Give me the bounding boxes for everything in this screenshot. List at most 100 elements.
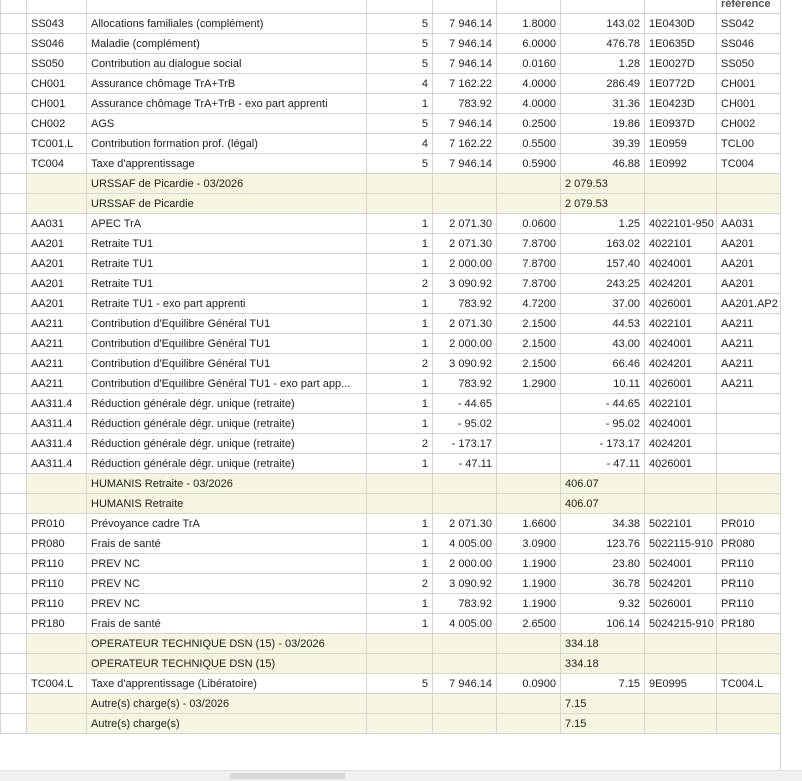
cell-count: 2 [366, 353, 433, 374]
cell-account [644, 653, 717, 674]
cell-label: Contribution d'Equilibre Général TU1 [86, 313, 367, 334]
cell-code [26, 0, 87, 14]
cell-ref [716, 653, 781, 674]
cell-rate: 4.7200 [496, 293, 561, 314]
cell-base: 2 071.30 [432, 233, 497, 254]
scrollbar-thumb[interactable] [230, 773, 345, 779]
cell-count: 5 [366, 153, 433, 174]
cell-code [26, 493, 87, 514]
table-row: AA311.4 Réduction générale dégr. unique (… [0, 453, 781, 474]
cell-label: PREV NC [86, 553, 367, 574]
cell-rate [496, 693, 561, 714]
cell-ref: PR110 [716, 573, 781, 594]
table-row: AA201 Retraite TU1 1 2 000.00 7.8700 157.40 40… [0, 253, 781, 274]
cell-code: PR110 [26, 593, 87, 614]
cell-amount: 37.00 [560, 293, 645, 314]
cell-rate [496, 453, 561, 474]
cell-count: 1 [366, 373, 433, 394]
cell-amount: 23.80 [560, 553, 645, 574]
column-border [780, 0, 781, 770]
cell-amount [560, 0, 645, 14]
cell-count [366, 493, 433, 514]
cell-label: Maladie (complément) [86, 33, 367, 54]
cell-amount: 46.88 [560, 153, 645, 174]
cell-amount: 31.36 [560, 93, 645, 114]
table-row: AA211 Contribution d'Equilibre Général TU… [0, 313, 781, 334]
cell-ref: SS050 [716, 53, 781, 74]
cell-label: PREV NC [86, 593, 367, 614]
cell-label: HUMANIS Retraite - 03/2026 [86, 473, 367, 494]
cell-ref [716, 633, 781, 654]
cell-code: AA211 [26, 353, 87, 374]
row-gutter [0, 93, 27, 114]
row-gutter [0, 533, 27, 554]
horizontal-scrollbar[interactable] [0, 770, 802, 781]
row-gutter [0, 613, 27, 634]
cell-count: 1 [366, 333, 433, 354]
cell-count: 5 [366, 53, 433, 74]
row-gutter [0, 273, 27, 294]
cell-account: 4026001 [644, 453, 717, 474]
table-row: HUMANIS Retraite 406.07 [0, 493, 781, 514]
cell-base: 7 946.14 [432, 113, 497, 134]
cell-account: 4024001 [644, 413, 717, 434]
cell-label: OPERATEUR TECHNIQUE DSN (15) [86, 653, 367, 674]
cell-label: URSSAF de Picardie - 03/2026 [86, 173, 367, 194]
cell-rate [496, 193, 561, 214]
table-row: TC004.L Taxe d'apprentissage (Libératoire… [0, 673, 781, 694]
row-gutter [0, 513, 27, 534]
cell-amount: 157.40 [560, 253, 645, 274]
cell-account [644, 473, 717, 494]
row-gutter [0, 213, 27, 234]
cell-ref: AA201 [716, 253, 781, 274]
cell-rate: 1.8000 [496, 13, 561, 34]
cell-amount: 476.78 [560, 33, 645, 54]
cell-amount: 1.25 [560, 213, 645, 234]
cell-rate: 7.8700 [496, 253, 561, 274]
cell-amount: 163.02 [560, 233, 645, 254]
cell-label: Retraite TU1 [86, 233, 367, 254]
cell-account: 1E0937D [644, 113, 717, 134]
cell-count: 2 [366, 433, 433, 454]
cell-rate: 4.0000 [496, 93, 561, 114]
table-row: AA031 APEC TrA 1 2 071.30 0.0600 1.25 4022101-… [0, 213, 781, 234]
cell-count: 4 [366, 73, 433, 94]
cell-amount: 2 079.53 [560, 193, 645, 214]
cell-account: 5024215-910 [644, 613, 717, 634]
row-gutter [0, 13, 27, 34]
table-row: TC001.L Contribution formation prof. (lég… [0, 133, 781, 154]
cell-account: 4024001 [644, 253, 717, 274]
cell-account: 4024201 [644, 433, 717, 454]
cell-count: 1 [366, 593, 433, 614]
cell-account: 4024201 [644, 273, 717, 294]
cell-ref: PR180 [716, 613, 781, 634]
cell-code [26, 633, 87, 654]
row-gutter [0, 333, 27, 354]
cell-base: 783.92 [432, 593, 497, 614]
cell-amount: 2 079.53 [560, 173, 645, 194]
cell-label: Autre(s) charge(s) - 03/2026 [86, 693, 367, 714]
cell-label: AGS [86, 113, 367, 134]
row-gutter [0, 553, 27, 574]
cell-ref [716, 713, 781, 734]
cell-account: 5022101 [644, 513, 717, 534]
cell-label: Frais de santé [86, 613, 367, 634]
cell-label: Retraite TU1 [86, 273, 367, 294]
cell-count [366, 693, 433, 714]
row-gutter [0, 693, 27, 714]
cell-code: PR180 [26, 613, 87, 634]
table-row: PR080 Frais de santé 1 4 005.00 3.0900 123.76… [0, 533, 781, 554]
table-row: AA311.4 Réduction générale dégr. unique (… [0, 433, 781, 454]
cell-label: Frais de santé [86, 533, 367, 554]
cell-label: Autre(s) charge(s) [86, 713, 367, 734]
cell-label: Assurance chômage TrA+TrB - exo part app… [86, 93, 367, 114]
cell-label: HUMANIS Retraite [86, 493, 367, 514]
cell-code [26, 713, 87, 734]
cell-account: 4022101 [644, 233, 717, 254]
cell-base: 3 090.92 [432, 573, 497, 594]
cell-amount: 334.18 [560, 633, 645, 654]
row-gutter [0, 393, 27, 414]
table-row: AA201 Retraite TU1 2 3 090.92 7.8700 243.25 40… [0, 273, 781, 294]
cell-rate [496, 633, 561, 654]
cell-amount: - 44.65 [560, 393, 645, 414]
